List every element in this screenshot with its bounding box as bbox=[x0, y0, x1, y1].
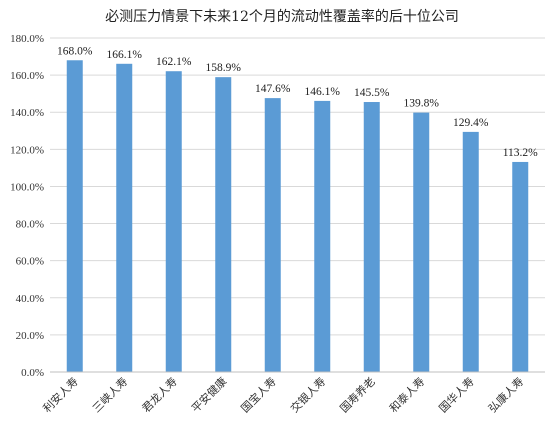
x-tick-label: 国华人寿 bbox=[436, 374, 477, 415]
bar bbox=[165, 71, 182, 372]
x-tick-label: 利安人寿 bbox=[40, 374, 81, 415]
y-axis-ticks: 0.0% 20.0% 40.0% 60.0% 80.0% 100.0% 120.0% 140.… bbox=[10, 33, 44, 379]
x-tick-label: 国寿养老 bbox=[337, 374, 378, 415]
data-label: 129.4% bbox=[453, 117, 489, 129]
y-tick-label: 20.0% bbox=[16, 330, 44, 342]
x-tick-label: 国宝人寿 bbox=[238, 374, 279, 415]
gridlines bbox=[50, 37, 545, 336]
data-label: 166.1% bbox=[107, 49, 143, 61]
chart-title: 必测压力情景下未来12个月的流动性覆盖率的后十位公司 bbox=[105, 8, 459, 25]
x-tick-label: 和泰人寿 bbox=[386, 374, 427, 415]
bar bbox=[116, 63, 133, 372]
data-label: 147.6% bbox=[255, 83, 291, 95]
bar bbox=[413, 112, 430, 373]
bar bbox=[363, 102, 380, 373]
y-tick-label: 140.0% bbox=[10, 107, 44, 119]
data-label: 162.1% bbox=[156, 56, 192, 68]
y-tick-label: 100.0% bbox=[10, 181, 44, 193]
data-label: 139.8% bbox=[404, 98, 440, 110]
y-tick-label: 120.0% bbox=[10, 144, 44, 156]
x-tick-label: 三峡人寿 bbox=[89, 374, 130, 415]
y-tick-label: 80.0% bbox=[16, 219, 44, 231]
data-label: 146.1% bbox=[305, 86, 341, 98]
bar bbox=[215, 77, 232, 372]
x-tick-label: 交银人寿 bbox=[287, 374, 328, 415]
y-tick-label: 160.0% bbox=[10, 70, 44, 82]
y-tick-label: 180.0% bbox=[10, 33, 44, 45]
bars bbox=[66, 60, 529, 373]
data-label: 158.9% bbox=[206, 62, 242, 74]
y-tick-label: 40.0% bbox=[16, 293, 44, 305]
data-labels: 168.0% 166.1% 162.1% 158.9% 147.6% 146.1% 145.… bbox=[57, 45, 538, 159]
x-tick-label: 弘康人寿 bbox=[485, 374, 526, 415]
data-label: 113.2% bbox=[503, 147, 538, 159]
x-axis-ticks: 利安人寿 三峡人寿 君龙人寿 平安健康 国宝人寿 交银人寿 国寿养老 和泰人寿 国华人寿 弘康人寿 bbox=[40, 374, 527, 415]
bar bbox=[462, 131, 479, 372]
bar bbox=[66, 60, 83, 373]
data-label: 168.0% bbox=[57, 45, 93, 57]
bar bbox=[314, 100, 331, 373]
bar bbox=[512, 161, 529, 372]
x-tick-label: 君龙人寿 bbox=[139, 374, 180, 415]
y-tick-label: 60.0% bbox=[16, 256, 44, 268]
x-tick-label: 平安健康 bbox=[188, 374, 229, 415]
data-label: 145.5% bbox=[354, 87, 390, 99]
bar bbox=[264, 98, 281, 373]
y-tick-label: 0.0% bbox=[21, 367, 44, 379]
